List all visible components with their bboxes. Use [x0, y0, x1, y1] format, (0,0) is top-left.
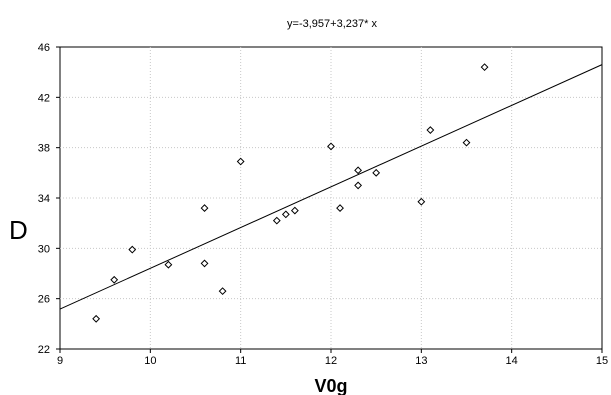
x-axis-label: V0g: [314, 376, 347, 395]
x-tick-label: 10: [144, 355, 156, 367]
data-point: [200, 204, 209, 212]
x-tick-label: 12: [325, 355, 337, 367]
y-tick-label: 46: [38, 42, 50, 54]
y-axis-label: D: [9, 215, 28, 245]
x-tick-label: 11: [235, 355, 246, 367]
data-point: [426, 126, 435, 134]
data-point: [327, 142, 335, 151]
regression-line: [59, 64, 603, 310]
data-point: [372, 168, 381, 177]
y-tick-label: 38: [38, 143, 50, 155]
chart-title: y=-3,957+3,237* x: [287, 18, 377, 30]
data-point: [354, 181, 363, 190]
data-point: [480, 63, 489, 72]
x-tick-label: 13: [415, 355, 427, 367]
data-points: [92, 63, 489, 323]
data-point: [417, 197, 426, 206]
tick-labels: 9 10 11 12 13 14 15 22 26 30 34 38 42 46: [38, 42, 608, 367]
data-point: [272, 216, 281, 225]
x-tick-label: 15: [596, 355, 608, 367]
y-tick-label: 30: [38, 243, 50, 255]
x-tick-label: 9: [57, 355, 63, 367]
x-tick-label: 14: [506, 355, 518, 367]
data-point: [281, 210, 290, 219]
y-tick-label: 26: [38, 294, 50, 306]
data-point: [462, 138, 471, 147]
data-point: [128, 245, 137, 254]
y-tick-label: 22: [38, 344, 50, 356]
data-point: [354, 166, 363, 175]
data-point: [200, 259, 209, 268]
data-point: [164, 260, 173, 269]
regression-line-group: [59, 64, 603, 310]
data-point: [92, 314, 101, 323]
data-point: [218, 287, 227, 296]
y-tick-label: 42: [38, 92, 50, 104]
data-point: [236, 157, 245, 166]
y-tick-label: 34: [38, 193, 50, 205]
data-point: [336, 204, 344, 212]
data-point: [110, 275, 119, 284]
data-point: [290, 206, 299, 215]
